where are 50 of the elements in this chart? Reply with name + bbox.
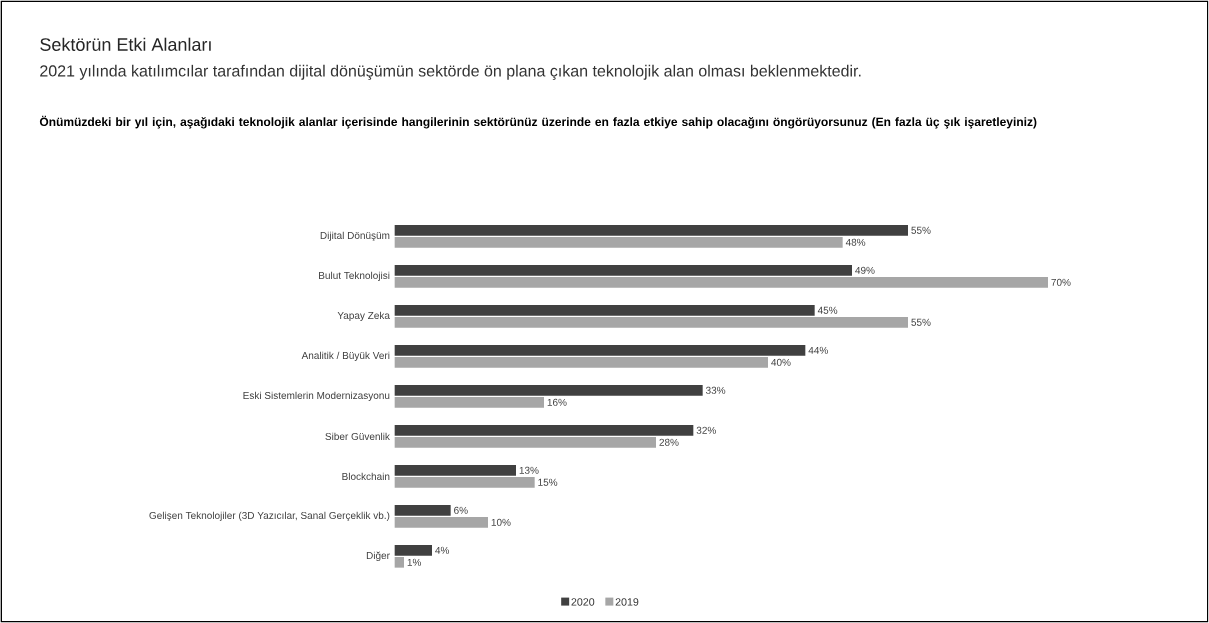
bar [394, 516, 488, 528]
bar [394, 436, 656, 448]
data-label: 4% [435, 546, 450, 554]
data-label: 28% [659, 438, 679, 446]
bar [394, 236, 843, 248]
bar [394, 556, 404, 568]
data-label: 49% [855, 266, 875, 274]
y-tick-label: Bulut Teknolojisi [319, 271, 390, 281]
y-tick-label: Siber Güvenlik [325, 432, 390, 440]
bar [394, 424, 694, 436]
data-label: 16% [547, 398, 567, 406]
y-tick-label: Analitik / Büyük Veri [301, 351, 390, 361]
bar [394, 356, 768, 368]
legend-label: 2020 [571, 598, 595, 606]
bar [394, 344, 806, 356]
data-label: 44% [808, 346, 828, 354]
data-label: 13% [519, 466, 539, 474]
y-tick-label: Diğer [366, 551, 390, 562]
bar [394, 276, 1048, 288]
chart-subtitle: 2021 yılında katılımcılar tarafından dijital dönüşümün sektörde ön plana çıkan teknolojik alan olması beklenmektedir. [40, 64, 861, 80]
y-tick-label: Gelişen Teknolojiler (3D Yazıcılar, Sanal Gerçeklik vb.) [149, 511, 390, 521]
data-label: 32% [696, 426, 716, 434]
bar [394, 224, 908, 236]
text: Sektörün Etki Alanları [40, 37, 211, 51]
bar [394, 464, 516, 476]
data-label: 33% [705, 386, 726, 394]
y-tick-label: Dijital Dönüşüm [320, 231, 390, 241]
data-label: 1% [407, 558, 422, 566]
data-label: 15% [538, 478, 558, 486]
bar [394, 316, 908, 328]
data-label: 48% [845, 238, 866, 246]
text: Önümüzdeki bir yıl için, aşağıdaki teknolojik alanlar içerisinde hangilerinin sektörünüz üzerinde en fazla etkiye sahip olacağını öngörüyorsunuz (En fazla üç şık işaretleyiniz) [39, 115, 1037, 129]
bar [394, 504, 451, 516]
bar [394, 396, 544, 408]
bar [394, 544, 432, 556]
bar [394, 384, 703, 396]
data-label: 55% [911, 226, 931, 234]
bar [394, 304, 815, 316]
legend-label: 2019 [615, 598, 639, 606]
data-label: 70% [1051, 278, 1071, 286]
data-label: 45% [817, 306, 838, 314]
data-label: 55% [911, 318, 931, 326]
y-tick-label: Yapay Zeka [337, 311, 390, 321]
bar [394, 264, 852, 276]
data-label: 40% [771, 358, 791, 366]
y-tick-label: Eski Sistemlerin Modernizasyonu [243, 391, 390, 401]
data-label: 6% [454, 506, 468, 514]
data-label: 10% [491, 518, 511, 526]
bar [394, 476, 535, 488]
y-tick-label: Blockchain [342, 472, 390, 480]
